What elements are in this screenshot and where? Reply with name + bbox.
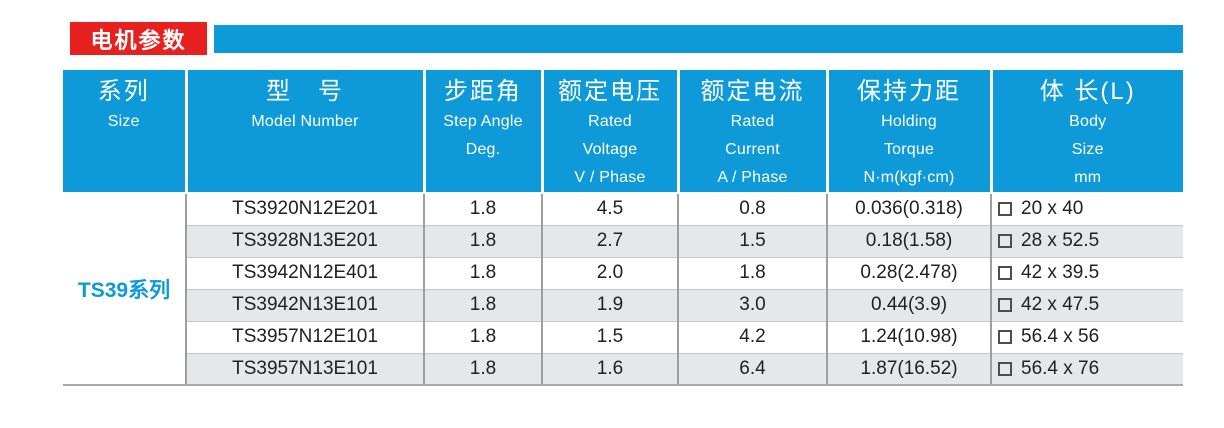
table-row: TS39系列 TS3920N12E201 1.8 4.5 0.8 0.036(0…	[63, 193, 1183, 386]
body-size-cell: 20 x 40	[990, 193, 1183, 225]
table-row: TS3928N13E201 1.8 2.7 1.5 0.18(1.58) 28 …	[63, 224, 1183, 257]
model-cell: TS3942N12E401	[185, 256, 424, 289]
body-size-value: 56.4 x 56	[1021, 326, 1100, 347]
body-size-checkbox[interactable]	[998, 234, 1012, 248]
voltage-cell: 4.5	[541, 193, 678, 225]
body-size-value: 56.4 x 76	[1021, 357, 1100, 379]
body-size-value: 42 x 39.5	[1021, 262, 1100, 283]
body-size-checkbox[interactable]	[998, 298, 1012, 312]
model-cell: TS3942N13E101	[185, 288, 424, 321]
model-cell: TS3957N13E101	[185, 352, 424, 386]
current-cell: 1.5	[677, 224, 827, 257]
body-size-cell: 42 x 39.5	[990, 256, 1183, 289]
step-angle-cell: 1.8	[423, 224, 542, 257]
series-label-cell: TS39系列	[63, 193, 186, 386]
table-row: TS3957N13E101 1.8 1.6 6.4 1.87(16.52) 56…	[63, 352, 1183, 386]
voltage-cell: 2.7	[541, 224, 678, 257]
column-header-series: 系列 Size	[63, 70, 186, 194]
current-cell: 1.8	[677, 256, 827, 289]
column-header-body-size: 体 长(L) Body Size mm	[989, 70, 1183, 194]
section-title-badge: 电机参数	[70, 22, 207, 55]
column-header-torque-unit: N·m(kgf·cm)	[863, 169, 955, 186]
column-header-voltage-unit: V / Phase	[574, 169, 646, 186]
column-header-series-zh: 系列	[97, 78, 150, 105]
column-header-series-en: Size	[107, 113, 140, 130]
column-header-body-size-unit: mm	[1074, 169, 1102, 186]
voltage-cell: 1.5	[541, 320, 678, 353]
column-header-body-size-en: Body	[1069, 113, 1107, 130]
body-size-value: 28 x 52.5	[1021, 230, 1100, 251]
voltage-cell: 1.9	[541, 288, 678, 321]
voltage-cell: 1.6	[541, 352, 678, 386]
body-size-checkbox[interactable]	[998, 202, 1012, 217]
torque-cell: 0.44(3.9)	[826, 288, 991, 321]
column-header-torque-zh: 保持力距	[857, 78, 961, 105]
body-size-cell: 56.4 x 56	[990, 320, 1183, 353]
body-size-value: 42 x 47.5	[1021, 294, 1100, 315]
step-angle-cell: 1.8	[423, 320, 542, 353]
body-size-cell: 28 x 52.5	[990, 224, 1183, 257]
step-angle-cell: 1.8	[423, 288, 542, 321]
header-row: 系列 Size 型 号 Model Number 步距角 Step Angle …	[63, 70, 1183, 194]
body-size-cell: 56.4 x 76	[990, 352, 1183, 386]
voltage-cell: 2.0	[541, 256, 678, 289]
step-angle-cell: 1.8	[423, 193, 542, 225]
body-size-checkbox[interactable]	[998, 330, 1012, 344]
model-cell: TS3928N13E201	[185, 224, 424, 257]
table-row: TS3942N12E401 1.8 2.0 1.8 0.28(2.478) 42…	[63, 256, 1183, 289]
torque-cell: 1.24(10.98)	[826, 320, 991, 353]
column-header-voltage-en: Rated	[588, 113, 632, 130]
step-angle-cell: 1.8	[423, 256, 542, 289]
title-accent-bar	[214, 24, 1183, 53]
column-header-model-en: Model Number	[251, 113, 359, 130]
column-header-current-unit: A / Phase	[717, 169, 788, 186]
model-cell: TS3957N12E101	[185, 320, 424, 353]
column-header-voltage-zh: 额定电压	[558, 78, 662, 105]
column-header-current-en: Rated	[730, 113, 775, 130]
current-cell: 6.4	[677, 352, 827, 386]
model-cell: TS3920N12E201	[185, 193, 424, 225]
table-row: TS3942N13E101 1.8 1.9 3.0 0.44(3.9) 42 x…	[63, 288, 1183, 321]
current-cell: 4.2	[677, 320, 827, 353]
column-header-body-size-zh: 体 长(L)	[1039, 78, 1136, 105]
column-header-current-zh: 额定电流	[700, 78, 805, 105]
current-cell: 3.0	[677, 288, 827, 321]
motor-parameters-table: 系列 Size 型 号 Model Number 步距角 Step Angle …	[63, 70, 1183, 386]
column-header-step-angle-unit: Deg.	[465, 141, 501, 158]
column-header-step-angle-zh: 步距角	[444, 78, 522, 105]
table-row: TS3957N12E101 1.8 1.5 4.2 1.24(10.98) 56…	[63, 320, 1183, 353]
column-header-model: 型 号 Model Number	[184, 70, 424, 194]
column-header-step-angle-en: Step Angle	[443, 113, 523, 130]
step-angle-cell: 1.8	[423, 352, 542, 386]
body-size-checkbox[interactable]	[998, 266, 1012, 280]
body-size-checkbox[interactable]	[998, 361, 1012, 376]
body-size-value: 20 x 40	[1021, 198, 1084, 220]
column-header-torque: 保持力距 Holding Torque N·m(kgf·cm)	[825, 70, 991, 194]
column-header-step-angle: 步距角 Step Angle Deg.	[422, 70, 542, 194]
column-header-voltage: 额定电压 Rated Voltage V / Phase	[540, 70, 678, 194]
body-size-cell: 42 x 47.5	[990, 288, 1183, 321]
torque-cell: 0.18(1.58)	[826, 224, 991, 257]
torque-cell: 1.87(16.52)	[826, 352, 991, 386]
current-cell: 0.8	[677, 193, 827, 225]
column-header-model-zh: 型 号	[266, 78, 344, 105]
column-header-current: 额定电流 Rated Current A / Phase	[676, 70, 827, 194]
section-title-bar: 电机参数	[70, 22, 1183, 55]
column-header-torque-en: Holding	[881, 113, 937, 130]
torque-cell: 0.036(0.318)	[826, 193, 991, 225]
torque-cell: 0.28(2.478)	[826, 256, 991, 289]
